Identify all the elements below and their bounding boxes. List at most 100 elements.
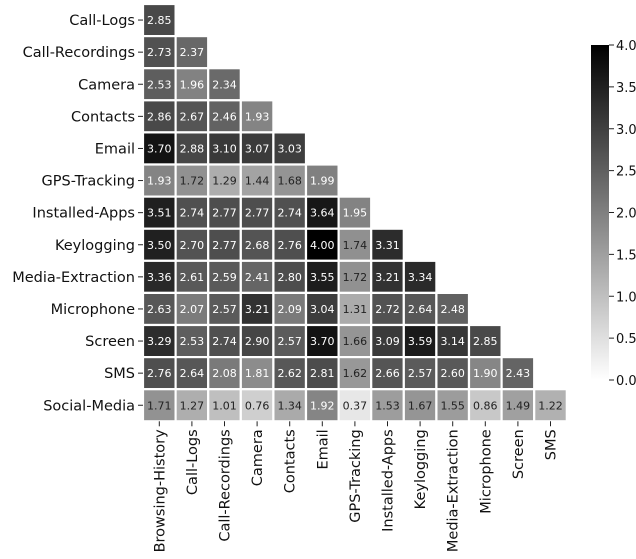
- cell-value-microphone-browsing-history: 2.63: [147, 303, 172, 316]
- cell-value-social-media-call-recordings: 1.01: [212, 399, 237, 412]
- cell-value-social-media-email: 1.92: [310, 399, 335, 412]
- cell-value-social-media-sms: 1.22: [538, 399, 563, 412]
- row-labels: Call-Logs Call-Recordings Camera Contacts Em…: [12, 13, 143, 414]
- cell-sms-installed-apps: [370, 356, 405, 391]
- cell-value-microphone-keylogging: 2.64: [408, 303, 433, 316]
- cell-value-social-media-browsing-history: 1.71: [147, 399, 172, 412]
- cell-installed-apps-call-logs: [174, 195, 210, 230]
- cell-value-contacts-call-logs: 2.67: [180, 110, 205, 123]
- cell-value-microphone-contacts: 2.09: [277, 303, 302, 316]
- cell-microphone-media-extraction: [435, 291, 471, 327]
- cell-value-installed-apps-call-recordings: 2.77: [212, 207, 237, 220]
- column-label-call-recordings: Call-Recordings: [218, 429, 234, 541]
- cell-value-microphone-installed-apps: 2.72: [375, 303, 400, 316]
- cell-value-keylogging-browsing-history: 3.50: [147, 239, 172, 252]
- cell-value-screen-gps-tracking: 1.66: [343, 335, 368, 348]
- cell-microphone-email: [304, 291, 340, 327]
- column-label-contacts: Contacts: [283, 429, 299, 493]
- cell-value-call-recordings-browsing-history: 2.73: [147, 46, 172, 59]
- cell-sms-microphone: [467, 356, 503, 391]
- cell-sms-call-recordings: [207, 356, 242, 391]
- cell-value-email-call-recordings: 3.10: [212, 142, 237, 155]
- cell-value-screen-browsing-history: 3.29: [147, 335, 172, 348]
- cell-value-gps-tracking-contacts: 1.68: [277, 175, 302, 188]
- cell-gps-tracking-call-logs: [174, 163, 210, 198]
- cell-screen-keylogging: [402, 323, 438, 359]
- cell-value-sms-microphone: 1.90: [473, 367, 498, 380]
- cell-value-call-logs-browsing-history: 2.85: [147, 14, 172, 27]
- row-label-call-logs: Call-Logs: [69, 13, 135, 29]
- cell-value-media-extraction-call-logs: 2.61: [180, 271, 205, 284]
- cell-value-sms-call-logs: 2.64: [180, 367, 205, 380]
- cell-value-installed-apps-contacts: 2.74: [277, 207, 302, 220]
- cell-value-media-extraction-installed-apps: 3.21: [375, 271, 400, 284]
- cell-value-social-media-installed-apps: 1.53: [375, 399, 400, 412]
- cell-value-sms-call-recordings: 2.08: [212, 367, 237, 380]
- column-label-camera: Camera: [250, 429, 266, 486]
- cell-value-social-media-gps-tracking: 0.37: [343, 399, 368, 412]
- cell-value-sms-media-extraction: 2.60: [440, 367, 465, 380]
- column-label-email: Email: [315, 429, 331, 469]
- colorbar-tick-label-2-0: 2.0: [616, 207, 636, 222]
- cell-value-screen-media-extraction: 3.14: [440, 335, 465, 348]
- cell-screen-camera: [239, 323, 275, 359]
- cell-value-social-media-media-extraction: 1.55: [440, 399, 465, 412]
- cell-value-installed-apps-camera: 2.77: [245, 207, 270, 220]
- cell-gps-tracking-camera: [239, 163, 275, 198]
- cell-value-sms-screen: 2.43: [506, 367, 531, 380]
- cell-value-media-extraction-browsing-history: 3.36: [147, 271, 172, 284]
- cell-value-email-camera: 3.07: [245, 142, 270, 155]
- cell-value-keylogging-installed-apps: 3.31: [375, 239, 400, 252]
- column-label-browsing-history: Browsing-History: [152, 429, 168, 553]
- cell-value-keylogging-call-recordings: 2.77: [212, 239, 237, 252]
- cell-value-microphone-media-extraction: 2.48: [440, 303, 465, 316]
- cell-value-contacts-camera: 1.93: [245, 110, 270, 123]
- colorbar-tick-label-2-5: 2.5: [616, 165, 636, 180]
- cell-value-screen-microphone: 2.85: [473, 335, 498, 348]
- cell-value-screen-camera: 2.90: [245, 335, 270, 348]
- cell-keylogging-call-recordings: [207, 227, 242, 262]
- column-label-call-logs: Call-Logs: [185, 429, 201, 495]
- cell-value-screen-installed-apps: 3.09: [375, 335, 400, 348]
- cell-value-media-extraction-contacts: 2.80: [277, 271, 302, 284]
- row-label-call-recordings: Call-Recordings: [23, 45, 135, 61]
- cell-social-media-camera: [239, 388, 275, 423]
- cell-value-microphone-gps-tracking: 1.31: [343, 303, 368, 316]
- cell-value-keylogging-contacts: 2.76: [277, 239, 302, 252]
- cell-value-gps-tracking-call-logs: 1.72: [180, 175, 205, 188]
- cell-value-social-media-camera: 0.76: [245, 399, 270, 412]
- row-label-microphone: Microphone: [51, 302, 135, 318]
- cell-social-media-microphone: [467, 388, 503, 423]
- column-label-gps-tracking: GPS-Tracking: [348, 429, 364, 522]
- cell-value-microphone-camera: 3.21: [245, 303, 270, 316]
- cell-value-screen-call-recordings: 2.74: [212, 335, 237, 348]
- colorbar-tick-label-4-0: 4.0: [616, 39, 636, 54]
- cell-value-sms-camera: 1.81: [245, 367, 270, 380]
- cell-microphone-keylogging: [402, 291, 438, 327]
- cell-value-media-extraction-camera: 2.41: [245, 271, 270, 284]
- colorbar-tick-label-0-5: 0.5: [616, 332, 636, 347]
- row-label-social-media: Social-Media: [43, 398, 135, 414]
- cell-value-contacts-browsing-history: 2.86: [147, 110, 172, 123]
- cell-value-sms-keylogging: 2.57: [408, 367, 433, 380]
- cell-value-installed-apps-call-logs: 2.74: [180, 207, 205, 220]
- colorbar: 0.0 0.5 1.0 1.5 2.0 2.5 3.0 3.5 4.0: [591, 39, 636, 389]
- cell-value-keylogging-camera: 2.68: [245, 239, 270, 252]
- cell-value-sms-gps-tracking: 1.62: [343, 367, 368, 380]
- colorbar-tick-label-0-0: 0.0: [616, 374, 636, 389]
- heatmap-cells: 2.85 2.73 2.37 2.53 1.96 2.34 2.86 2.67 2.46 1.93…: [141, 2, 568, 423]
- cell-value-keylogging-email: 4.00: [310, 239, 335, 252]
- cell-value-sms-browsing-history: 2.76: [147, 367, 172, 380]
- cell-value-gps-tracking-email: 1.99: [310, 175, 335, 188]
- row-label-contacts: Contacts: [71, 109, 135, 125]
- column-label-keylogging: Keylogging: [413, 429, 429, 509]
- cell-sms-screen: [500, 356, 536, 391]
- cell-value-camera-browsing-history: 2.53: [147, 78, 172, 91]
- cell-value-screen-call-logs: 2.53: [180, 335, 205, 348]
- cell-camera-call-recordings: [207, 67, 242, 102]
- cell-screen-email: [304, 323, 340, 359]
- cell-social-media-browsing-history: [141, 388, 177, 423]
- cell-value-screen-keylogging: 3.59: [408, 335, 433, 348]
- cell-value-media-extraction-keylogging: 3.34: [408, 271, 433, 284]
